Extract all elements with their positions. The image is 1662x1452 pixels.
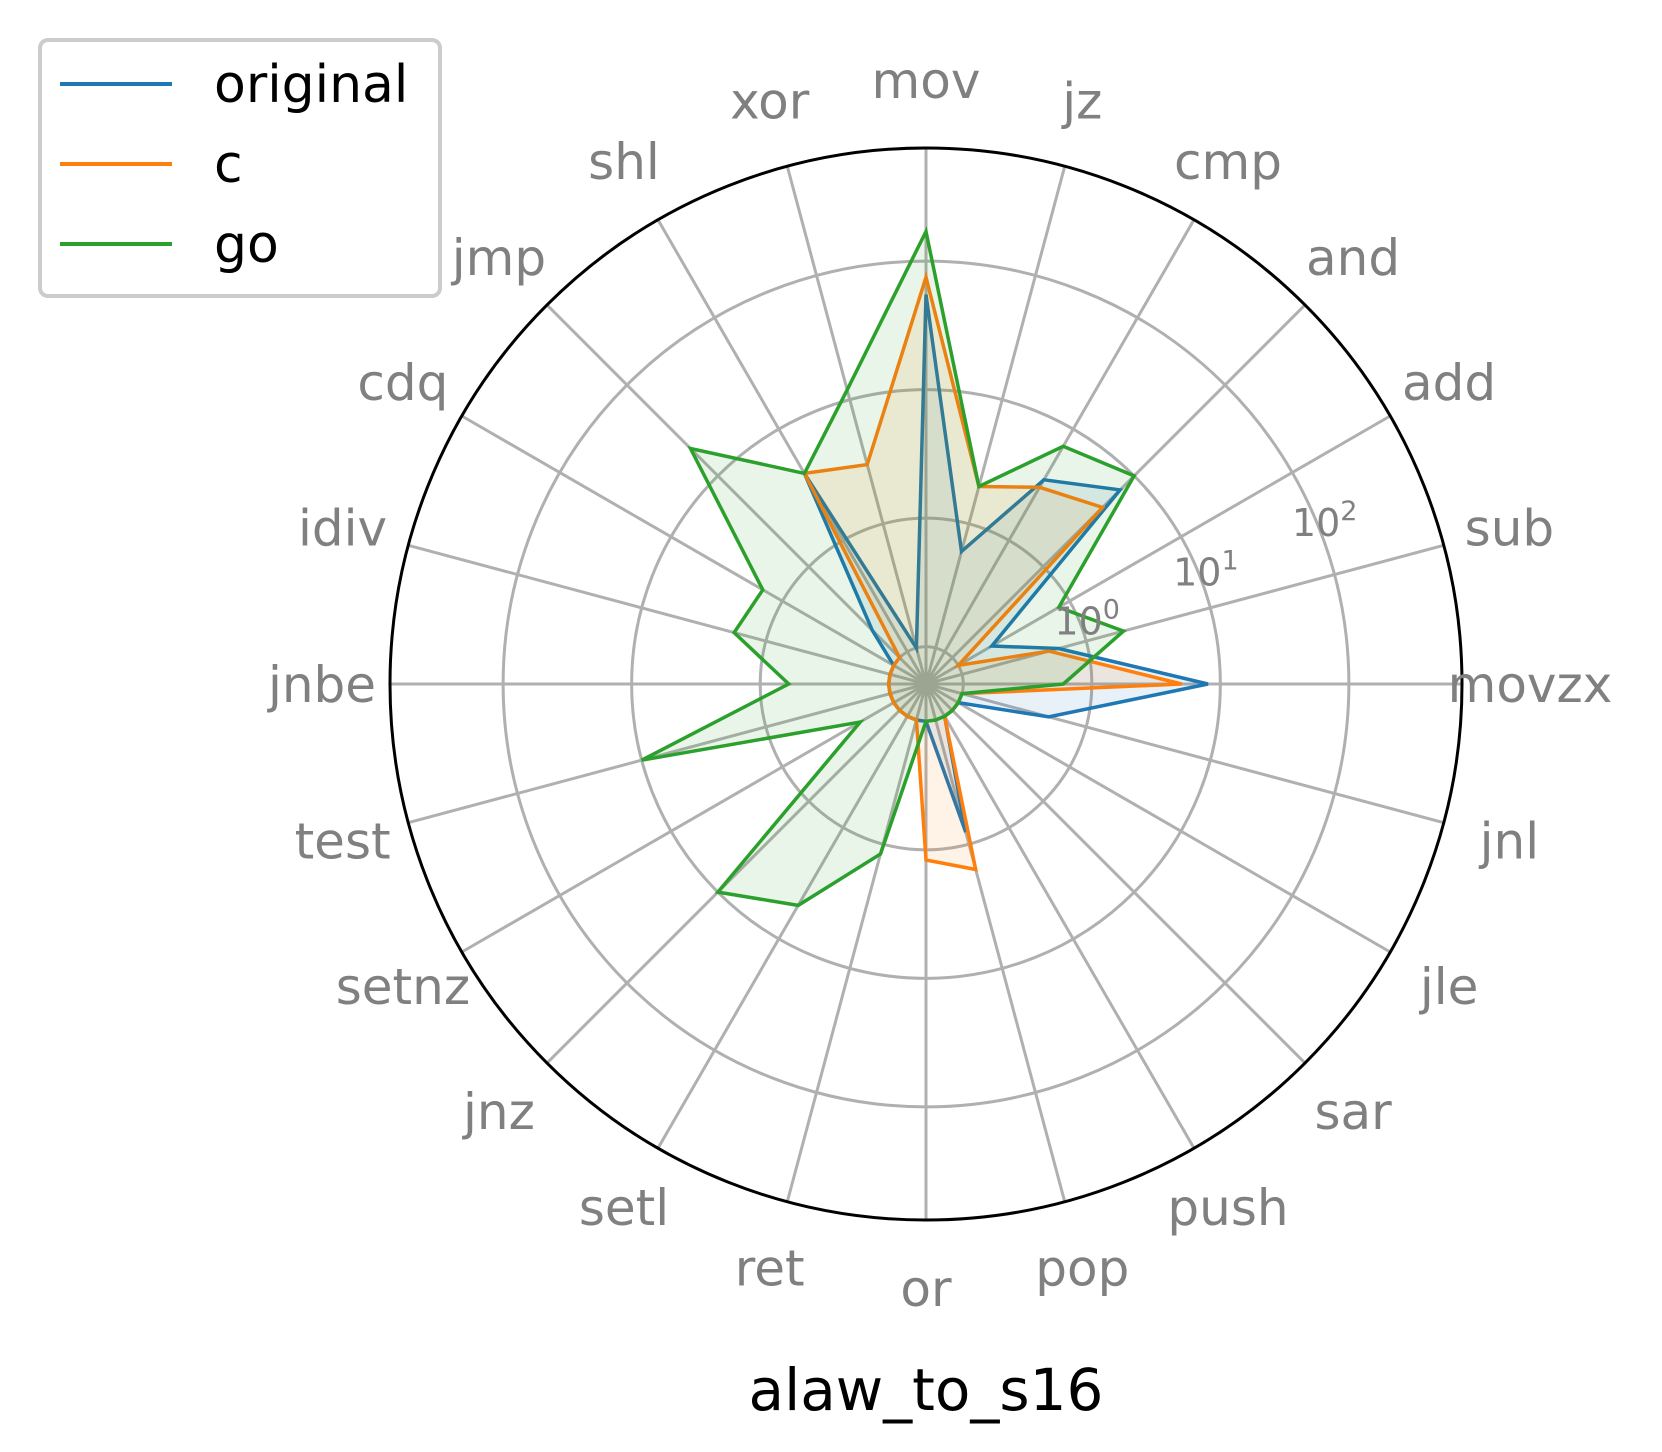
category-label-movzx: movzx xyxy=(1448,656,1613,714)
category-label-jnbe: jnbe xyxy=(267,656,376,714)
category-label-cmp: cmp xyxy=(1174,133,1282,191)
radial-tick-label-1: 101 xyxy=(1173,545,1239,594)
category-label-mov: mov xyxy=(872,52,981,110)
category-label-test: test xyxy=(295,812,391,870)
category-label-jle: jle xyxy=(1419,958,1479,1016)
category-label-setnz: setnz xyxy=(336,958,470,1016)
grid-spoke-jle xyxy=(926,684,1390,952)
legend: original c go xyxy=(40,40,440,296)
category-label-jnz: jnz xyxy=(462,1083,535,1141)
category-label-add: add xyxy=(1402,354,1496,412)
grid-spoke-push xyxy=(926,684,1194,1148)
category-label-sub: sub xyxy=(1465,500,1554,558)
category-label-idiv: idiv xyxy=(298,500,387,558)
grid-spoke-sar xyxy=(926,684,1305,1063)
category-label-push: push xyxy=(1167,1179,1288,1237)
category-label-xor: xor xyxy=(730,73,810,131)
category-label-setl: setl xyxy=(579,1179,669,1237)
category-label-jz: jz xyxy=(1061,73,1102,131)
category-label-jnl: jnl xyxy=(1479,812,1539,870)
category-label-ret: ret xyxy=(735,1239,805,1297)
category-label-jmp: jmp xyxy=(451,229,546,287)
category-label-or: or xyxy=(900,1260,952,1318)
legend-label-go: go xyxy=(214,215,279,275)
category-label-cdq: cdq xyxy=(357,354,448,412)
category-label-shl: shl xyxy=(588,133,660,191)
legend-label-original: original xyxy=(214,55,408,115)
legend-label-c: c xyxy=(214,135,243,195)
chart-title: alaw_to_s16 xyxy=(749,1356,1104,1424)
category-label-and: and xyxy=(1306,229,1400,287)
radial-tick-label-2: 102 xyxy=(1292,496,1358,545)
category-label-pop: pop xyxy=(1035,1239,1129,1297)
category-label-sar: sar xyxy=(1314,1083,1392,1141)
